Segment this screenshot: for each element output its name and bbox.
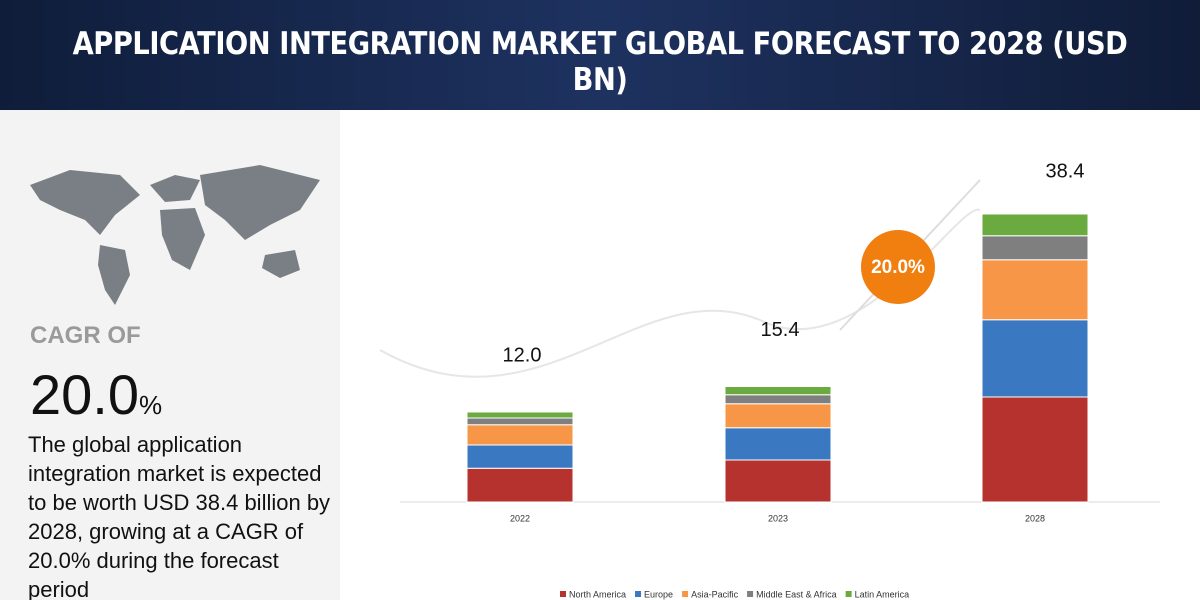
legend-swatch bbox=[747, 591, 754, 597]
cagr-number: 20.0 bbox=[30, 363, 139, 426]
x-tick-label: 2028 bbox=[1025, 513, 1045, 523]
bar-segment bbox=[466, 444, 574, 469]
bar-segment bbox=[724, 427, 832, 461]
bar-segment bbox=[981, 213, 1089, 237]
cagr-badge: 20.0% bbox=[871, 257, 925, 278]
summary-panel: CAGR OF 20.0% The global application int… bbox=[0, 110, 340, 600]
legend-label: North America bbox=[569, 589, 626, 599]
bar-segment bbox=[981, 259, 1089, 321]
cagr-badge-circle bbox=[861, 230, 935, 304]
bar-segment bbox=[724, 403, 832, 429]
cagr-label: CAGR OF bbox=[30, 322, 141, 349]
x-tick-label: 2023 bbox=[768, 513, 788, 523]
bar-segment bbox=[466, 424, 574, 446]
x-tick-label: 2022 bbox=[510, 513, 530, 523]
chart-title: APPLICATION INTEGRATION MARKET GLOBAL FO… bbox=[72, 26, 1128, 98]
legend-label: Middle East & Africa bbox=[756, 589, 837, 599]
bar-segment bbox=[724, 459, 832, 503]
legend-swatch bbox=[560, 591, 566, 597]
total-label: 15.4 bbox=[761, 319, 800, 341]
bar-segment bbox=[981, 396, 1089, 503]
cagr-value: 20.0% bbox=[30, 362, 162, 427]
description: The global application integration marke… bbox=[28, 432, 331, 600]
legend-label: Latin America bbox=[855, 589, 910, 599]
bar-segment bbox=[724, 386, 832, 396]
header: APPLICATION INTEGRATION MARKET GLOBAL FO… bbox=[0, 0, 1200, 110]
world-map bbox=[30, 165, 320, 305]
cagr-unit: % bbox=[139, 390, 163, 420]
bar-segment bbox=[981, 235, 1089, 261]
chart: 12.0 2022 15.4 2023 38.4 2028 20.0% North Ameri… bbox=[379, 160, 1160, 599]
legend-swatch bbox=[635, 591, 642, 597]
legend-swatch bbox=[845, 591, 852, 597]
bar-segment bbox=[466, 417, 574, 426]
legend-label: Europe bbox=[644, 589, 673, 599]
total-label: 12.0 bbox=[503, 344, 542, 366]
bar-segment bbox=[466, 467, 574, 503]
legend-label: Asia-Pacific bbox=[691, 589, 739, 599]
bar-segment bbox=[466, 411, 574, 419]
legend-swatch bbox=[682, 591, 689, 597]
bar-segment bbox=[724, 394, 832, 405]
total-label: 38.4 bbox=[1046, 160, 1085, 182]
bar-segment bbox=[981, 319, 1089, 398]
